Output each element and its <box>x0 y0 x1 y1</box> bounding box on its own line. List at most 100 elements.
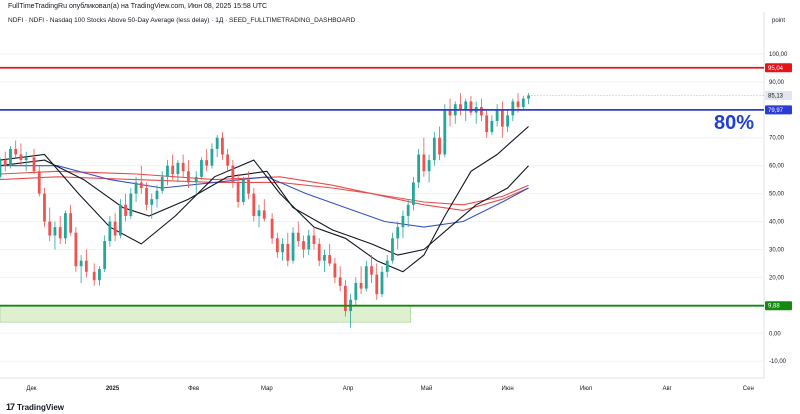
candle-body[interactable] <box>422 154 426 172</box>
candle-body[interactable] <box>53 227 57 236</box>
candle-body[interactable] <box>186 171 190 183</box>
candle-body[interactable] <box>511 101 515 116</box>
candle-body[interactable] <box>43 193 46 222</box>
candle-body[interactable] <box>490 120 494 133</box>
candle-body[interactable] <box>124 204 127 216</box>
candle-body[interactable] <box>275 238 279 253</box>
candle-body[interactable] <box>194 176 198 183</box>
time-axis[interactable]: Дек 2025 Фев Мар Апр Май Июн Июл Авг Сен <box>26 385 753 392</box>
candle-body[interactable] <box>364 266 368 289</box>
candle-body[interactable] <box>459 104 462 110</box>
candle-body[interactable] <box>328 255 332 264</box>
candle-body[interactable] <box>129 193 133 216</box>
candle-body[interactable] <box>14 148 18 155</box>
candle-body[interactable] <box>432 137 436 161</box>
candle-body[interactable] <box>391 238 394 261</box>
candle-body[interactable] <box>257 210 261 216</box>
candle-body[interactable] <box>338 277 342 286</box>
candle-body[interactable] <box>291 232 295 261</box>
candle-body[interactable] <box>370 266 373 275</box>
candle-body[interactable] <box>469 101 473 113</box>
candle-body[interactable] <box>236 182 240 202</box>
candle-body[interactable] <box>270 218 274 239</box>
candle-body[interactable] <box>32 157 36 172</box>
candle-body[interactable] <box>343 285 347 311</box>
candle-body[interactable] <box>401 215 405 228</box>
candle-body[interactable] <box>286 243 290 261</box>
candle-body[interactable] <box>220 137 224 155</box>
candle-body[interactable] <box>64 213 67 239</box>
candle-body[interactable] <box>79 260 83 267</box>
candle-body[interactable] <box>181 162 185 172</box>
candle-body[interactable] <box>521 98 525 107</box>
candle-body[interactable] <box>485 115 489 133</box>
candle-body[interactable] <box>506 115 509 127</box>
candle-body[interactable] <box>396 227 400 239</box>
candle-body[interactable] <box>37 171 41 194</box>
candlesticks[interactable] <box>0 93 530 328</box>
candle-body[interactable] <box>247 179 250 194</box>
candle-body[interactable] <box>113 221 117 236</box>
candle-body[interactable] <box>443 109 447 155</box>
candle-body[interactable] <box>103 241 107 270</box>
candle-body[interactable] <box>3 160 7 166</box>
candle-body[interactable] <box>92 271 96 281</box>
candle-body[interactable] <box>48 221 52 236</box>
candle-body[interactable] <box>317 243 321 261</box>
candle-body[interactable] <box>302 241 305 250</box>
candle-body[interactable] <box>139 182 143 189</box>
candle-body[interactable] <box>464 101 468 110</box>
candle-body[interactable] <box>205 160 209 166</box>
candle-body[interactable] <box>516 101 520 107</box>
candle-body[interactable] <box>312 235 316 244</box>
candle-body[interactable] <box>527 95 530 99</box>
candle-body[interactable] <box>417 154 421 183</box>
candle-body[interactable] <box>108 221 112 242</box>
candle-body[interactable] <box>215 137 219 149</box>
candle-body[interactable] <box>359 283 363 289</box>
candle-body[interactable] <box>323 255 326 261</box>
candle-body[interactable] <box>9 148 12 166</box>
candle-body[interactable] <box>19 154 23 161</box>
candle-body[interactable] <box>375 274 379 295</box>
candle-body[interactable] <box>134 182 138 194</box>
candle-body[interactable] <box>438 137 441 155</box>
candle-body[interactable] <box>69 213 73 233</box>
candle-body[interactable] <box>176 162 180 175</box>
candle-body[interactable] <box>98 269 101 281</box>
candle-body[interactable] <box>500 109 504 127</box>
candle-body[interactable] <box>150 199 154 205</box>
tradingview-logo[interactable]: 17 TradingView <box>6 402 64 412</box>
candle-body[interactable] <box>200 160 203 177</box>
candle-body[interactable] <box>354 283 358 300</box>
candle-body[interactable] <box>380 271 384 295</box>
candle-body[interactable] <box>210 148 214 166</box>
candle-body[interactable] <box>296 232 300 242</box>
candle-body[interactable] <box>252 193 256 216</box>
candle-body[interactable] <box>166 165 169 177</box>
candle-body[interactable] <box>406 204 410 216</box>
candle-body[interactable] <box>155 190 159 200</box>
candle-body[interactable] <box>160 176 164 191</box>
candle-body[interactable] <box>281 243 284 253</box>
horizontal-levels[interactable] <box>0 66 764 307</box>
candle-body[interactable] <box>226 154 230 166</box>
candle-body[interactable] <box>0 160 2 177</box>
candle-body[interactable] <box>145 188 148 205</box>
candle-body[interactable] <box>84 260 88 272</box>
price-axis[interactable]: 100,0090,0080,0070,0060,0050,0040,0030,0… <box>765 52 792 365</box>
candle-body[interactable] <box>333 263 337 278</box>
candle-body[interactable] <box>171 165 175 175</box>
candle-body[interactable] <box>480 106 483 116</box>
candle-body[interactable] <box>231 165 235 183</box>
candle-body[interactable] <box>24 157 28 161</box>
candle-body[interactable] <box>411 182 415 205</box>
candle-body[interactable] <box>495 109 499 121</box>
candle-body[interactable] <box>241 179 245 202</box>
candle-body[interactable] <box>262 210 266 219</box>
candle-body[interactable] <box>58 227 62 239</box>
candle-body[interactable] <box>307 235 311 250</box>
candle-body[interactable] <box>448 109 452 116</box>
candle-body[interactable] <box>385 260 389 272</box>
